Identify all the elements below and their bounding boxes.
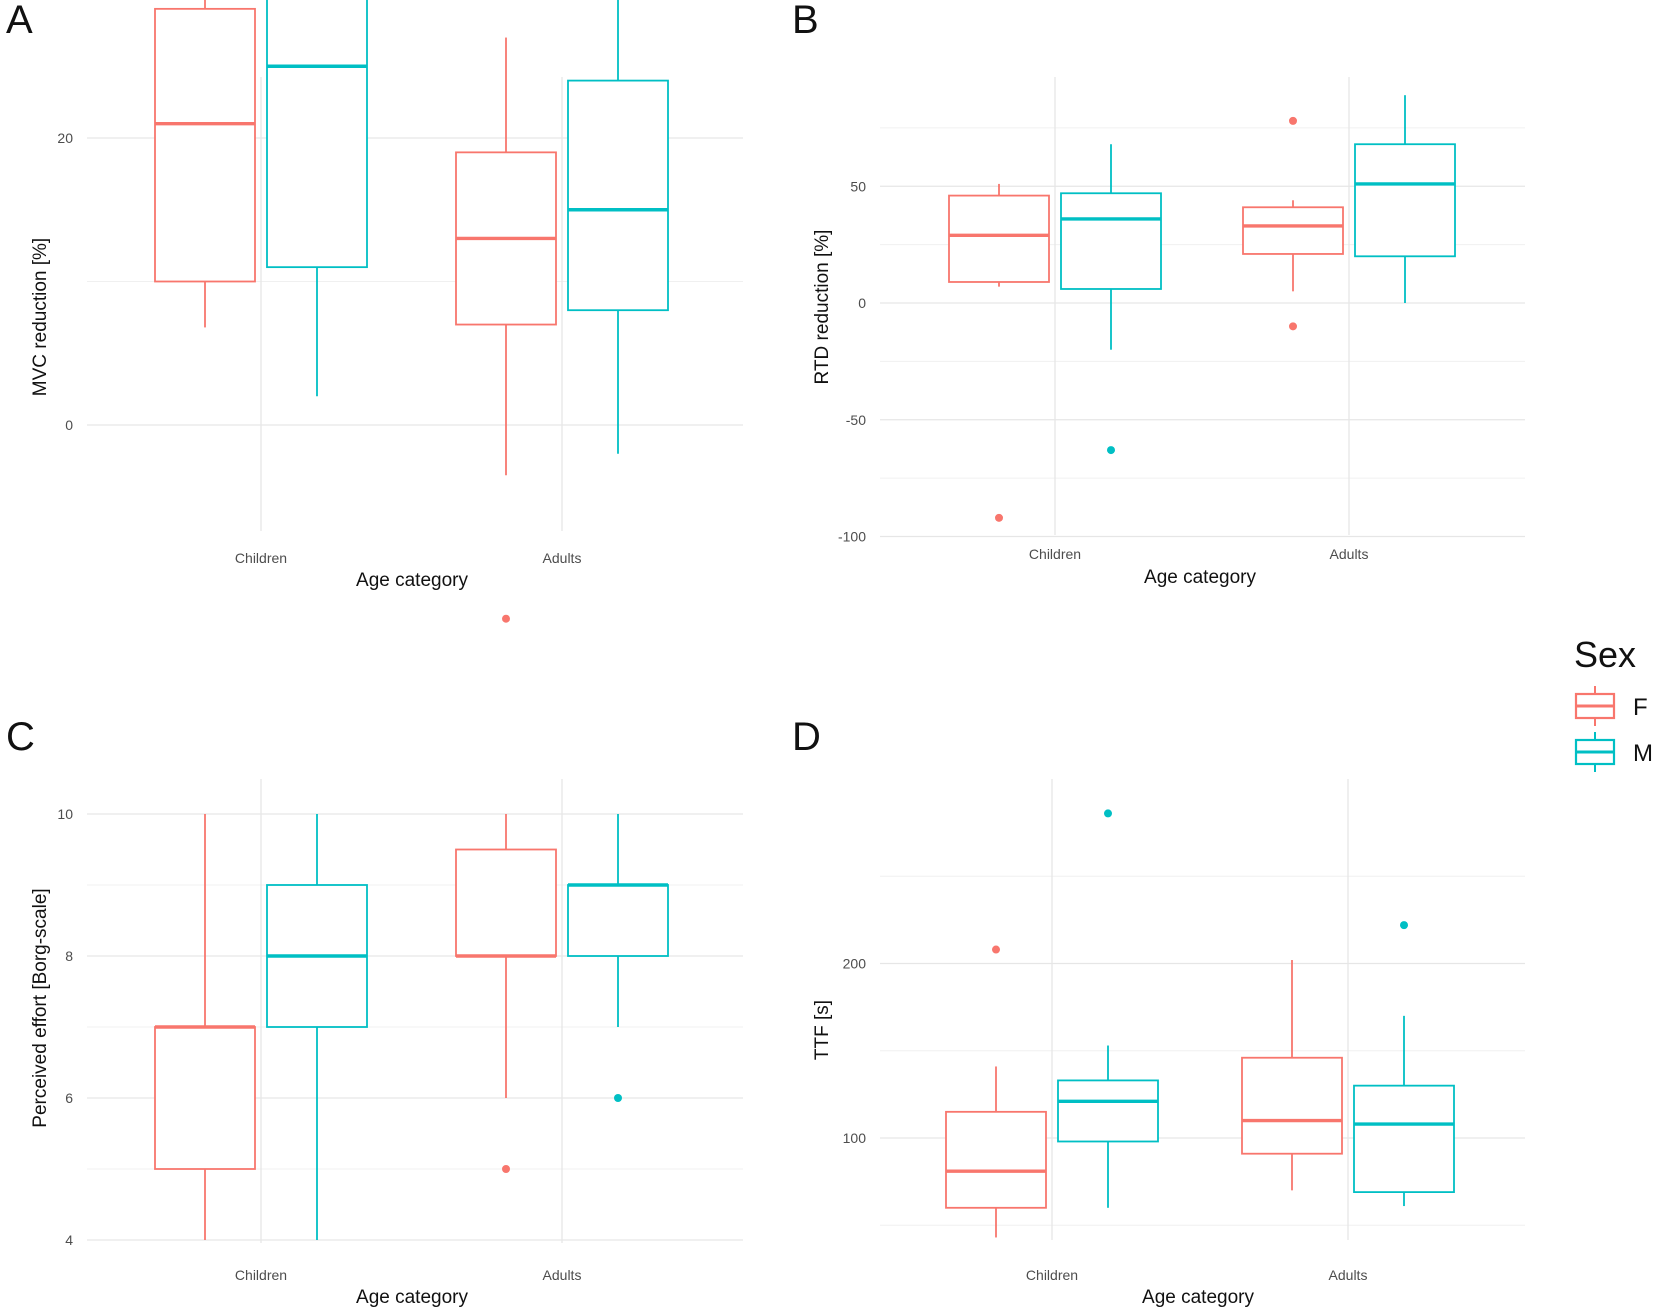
panel-b-ytick-label: 50 xyxy=(850,178,866,194)
panel-d-f-children-box xyxy=(945,1110,1047,1209)
panel-d-m-adults-outlier xyxy=(1400,921,1408,930)
panel-d-plot: 100 200 Children Adults xyxy=(843,779,1525,1283)
panel-a-ytick-label: 0 xyxy=(65,417,73,433)
legend: Sex FM xyxy=(1574,634,1653,772)
panel-d-ytick-label: 200 xyxy=(843,956,867,972)
panel-d-f-children-outlier xyxy=(992,945,1000,954)
panel-c-xtick-label: Adults xyxy=(543,1267,582,1283)
legend-title: Sex xyxy=(1574,634,1636,675)
panel-c-ytick-label: 4 xyxy=(65,1232,73,1248)
panel-c-f-adults-outlier xyxy=(502,1165,510,1173)
panel-c-m-adults-outlier xyxy=(614,1094,622,1102)
panel-d-ylabel: TTF [s] xyxy=(812,1000,833,1060)
panel-a-ytick-label: 20 xyxy=(57,130,73,146)
panel-c-xtick-label: Children xyxy=(235,1267,287,1283)
panel-b: B Age category RTD reduction [%] -100 -50… xyxy=(792,0,1525,588)
panel-d: D Age category TTF [s] 100 200 Children Adu… xyxy=(792,715,1525,1308)
panel-b-f-adults-box xyxy=(1242,206,1344,255)
panel-c: C Age category Perceived effort [Borg-sc… xyxy=(6,715,743,1308)
panel-b-f-children-box xyxy=(948,194,1050,283)
panel-c-ytick-label: 8 xyxy=(65,948,73,964)
panel-c-ytick-label: 6 xyxy=(65,1090,73,1106)
panel-d-letter: D xyxy=(792,715,821,759)
panel-b-ytick-label: -50 xyxy=(846,412,866,428)
legend-keys: FM xyxy=(1574,686,1653,772)
panel-a-m-adults-box xyxy=(567,79,669,312)
panel-c-ytick-label: 10 xyxy=(57,806,73,822)
panel-b-xlabel: Age category xyxy=(1144,567,1256,588)
panel-b-m-children-outlier xyxy=(1107,446,1115,455)
panel-d-xlabel: Age category xyxy=(1142,1287,1254,1308)
legend-key-f-label: F xyxy=(1633,694,1648,721)
panel-c-f-adults-box xyxy=(455,848,557,957)
panel-c-ylabel: Perceived effort [Borg-scale] xyxy=(30,888,51,1127)
legend-key-m-label: M xyxy=(1633,740,1653,767)
panel-c-letter: C xyxy=(6,715,35,759)
panel-c-xlabel: Age category xyxy=(356,1287,468,1308)
panel-c-m-adults-box xyxy=(567,884,669,957)
panel-d-f-adults-box xyxy=(1241,1056,1343,1155)
panel-a-xtick-label: Adults xyxy=(543,550,582,566)
panel-d-m-adults-box xyxy=(1353,1084,1455,1193)
panel-a-xtick-label: Children xyxy=(235,550,287,566)
panel-b-xtick-label: Adults xyxy=(1330,546,1369,562)
panel-d-ytick-label: 100 xyxy=(843,1130,867,1146)
panel-d-xtick-label: Children xyxy=(1026,1267,1078,1283)
panel-a-plot: 02040ChildrenAdults xyxy=(57,0,743,623)
panel-b-letter: B xyxy=(792,0,819,42)
panel-d-m-children-box xyxy=(1057,1079,1159,1143)
panel-a-m-children-box xyxy=(266,0,368,269)
panel-a-xlabel: Age category xyxy=(356,570,468,591)
panel-a-f-children-box xyxy=(154,7,256,283)
panel-c-f-children-box xyxy=(154,1026,256,1170)
panel-b-ytick-label: -100 xyxy=(838,529,866,545)
panel-a-letter: A xyxy=(6,0,33,42)
panel-b-f-adults-outlier xyxy=(1289,322,1297,331)
panel-d-xtick-label: Adults xyxy=(1329,1267,1368,1283)
panel-b-f-adults-outlier xyxy=(1289,116,1297,125)
panel-a-ylabel: MVC reduction [%] xyxy=(30,238,51,396)
panel-b-plot: -100 -50 0 50 Children Adults xyxy=(838,77,1525,562)
panel-b-f-children-outlier xyxy=(995,513,1003,522)
panel-b-m-children-box xyxy=(1060,192,1162,290)
panel-b-xtick-label: Children xyxy=(1029,546,1081,562)
panel-a: A Age category MVC reduction [%] 02040Ch… xyxy=(6,0,743,623)
panel-c-plot: 4 6 8 10 Children Adults xyxy=(57,779,743,1283)
panel-b-ytick-label: 0 xyxy=(858,295,866,311)
panel-b-m-adults-box xyxy=(1354,143,1456,258)
panel-d-m-children-outlier xyxy=(1104,809,1112,818)
panel-b-ylabel: RTD reduction [%] xyxy=(812,230,833,385)
panel-a-f-adults-outlier xyxy=(502,614,510,623)
